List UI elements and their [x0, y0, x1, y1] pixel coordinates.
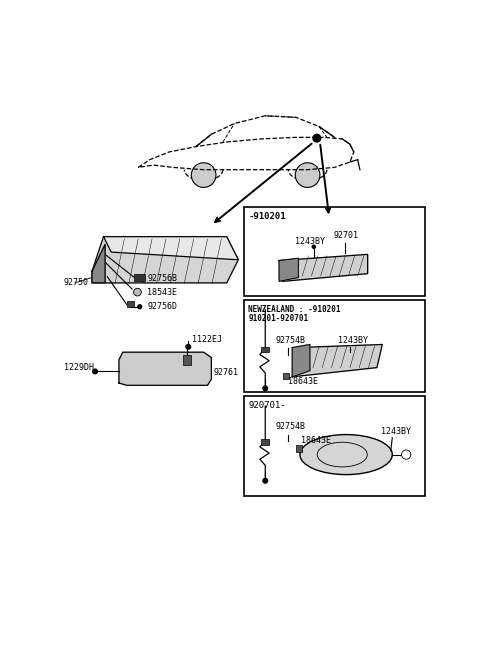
Text: -910201: -910201 [248, 212, 286, 221]
Text: 92756B: 92756B [147, 274, 178, 283]
Circle shape [138, 305, 142, 309]
Text: 92761: 92761 [214, 369, 239, 378]
Polygon shape [292, 344, 382, 377]
Polygon shape [92, 237, 238, 283]
Text: 18643E: 18643E [288, 377, 318, 386]
Text: 92756D: 92756D [147, 302, 178, 311]
Text: 1122EJ: 1122EJ [192, 334, 222, 344]
Text: 1243BY: 1243BY [295, 237, 324, 246]
Bar [127, 302, 134, 307]
Text: 92754B: 92754B [275, 422, 305, 432]
Bar [244, 300, 425, 392]
Text: 910201-920701: 910201-920701 [248, 314, 309, 323]
Circle shape [295, 163, 320, 187]
Circle shape [402, 450, 411, 459]
Text: 1243BY: 1243BY [381, 427, 411, 436]
Circle shape [263, 478, 267, 483]
Text: 92754B: 92754B [275, 336, 305, 345]
Bar [134, 275, 145, 281]
Bar [244, 396, 425, 496]
Circle shape [263, 386, 267, 391]
Circle shape [186, 344, 191, 349]
Circle shape [312, 245, 315, 248]
Polygon shape [279, 254, 368, 281]
Text: 92701: 92701 [333, 231, 358, 240]
Text: 18543E: 18543E [147, 288, 178, 298]
Polygon shape [92, 244, 105, 283]
Circle shape [313, 134, 321, 142]
Polygon shape [279, 258, 299, 281]
Polygon shape [292, 344, 310, 377]
Bar [296, 445, 302, 451]
Text: 92750: 92750 [63, 279, 88, 287]
Text: 1243BY: 1243BY [338, 336, 369, 345]
Text: 1229DH: 1229DH [63, 363, 94, 372]
Bar [183, 355, 191, 365]
Circle shape [93, 369, 97, 374]
Bar [262, 439, 269, 445]
Polygon shape [119, 352, 211, 385]
Circle shape [133, 288, 141, 296]
Text: 18643E: 18643E [301, 436, 331, 445]
Text: 920701-: 920701- [248, 401, 286, 410]
Circle shape [192, 163, 216, 187]
Bar [262, 347, 269, 352]
Ellipse shape [300, 434, 392, 474]
Bar [244, 208, 425, 296]
Polygon shape [104, 237, 238, 260]
Bar [283, 373, 289, 379]
Text: NEWZEALAND : -910201: NEWZEALAND : -910201 [248, 305, 341, 313]
